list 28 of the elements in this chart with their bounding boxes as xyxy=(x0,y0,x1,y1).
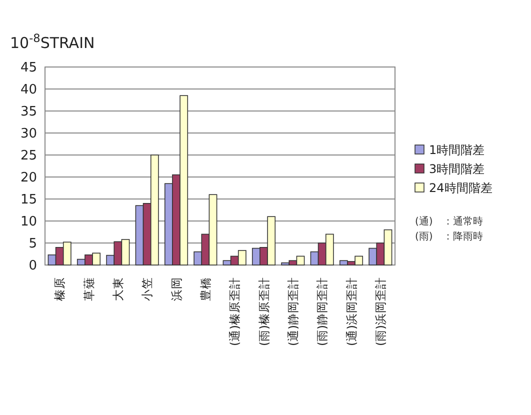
x-tick-label: (雨)静岡歪計 xyxy=(315,277,330,346)
x-tick-label: (通)榛原歪計 xyxy=(228,277,242,346)
x-tick-label: (通)静岡歪計 xyxy=(286,277,300,346)
x-tick-label: 大東 xyxy=(110,277,125,301)
x-tick-label: 草薙 xyxy=(82,277,96,301)
y-tick-label: 5 xyxy=(28,236,37,252)
y-tick-label: 30 xyxy=(20,126,37,142)
legend-label: 1時間階差 xyxy=(429,143,485,158)
y-axis-title: 10$^{-8}$STRAIN xyxy=(10,32,95,52)
text: (雨) ：降雨時 xyxy=(415,230,483,242)
x-tick-label: (雨)榛原歪計 xyxy=(256,277,271,346)
y-tick-label: 15 xyxy=(20,192,37,208)
y-tick-label: 45 xyxy=(20,60,37,76)
y-tick-label: 10 xyxy=(20,214,37,230)
x-tick-label: 小笠 xyxy=(140,277,154,301)
legend-label: 24時間階差 xyxy=(429,181,492,196)
x-tick-label: 浜岡 xyxy=(169,277,184,301)
x-tick-label: 榛原 xyxy=(52,277,67,301)
x-tick-label: (雨)浜岡歪計 xyxy=(373,277,388,346)
x-tick-label: 豊橋 xyxy=(198,277,212,301)
y-tick-label: 40 xyxy=(20,82,37,98)
y-tick-label: 20 xyxy=(20,170,37,186)
x-tick-label: (通)浜岡歪計 xyxy=(344,277,358,346)
text: (通) ：通常時 xyxy=(415,216,483,228)
y-tick-label: 25 xyxy=(20,148,37,164)
y-tick-label: 35 xyxy=(20,104,37,120)
legend-label: 3時間階差 xyxy=(429,162,485,176)
y-tick-label: 0 xyxy=(28,258,37,274)
